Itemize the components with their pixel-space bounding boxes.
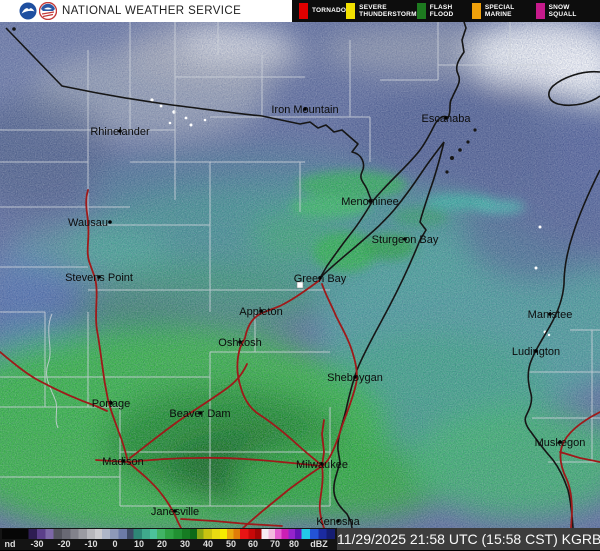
city-label-stevens-point: Stevens Point	[65, 272, 133, 284]
highway-us31	[559, 411, 600, 528]
warning-item: FLASH FLOOD	[416, 3, 472, 19]
status-bar: nd -30 -20 -10 0 10 20 30 40 50 60 70 80…	[0, 528, 600, 550]
warning-legend: TORNADO SEVERE THUNDERSTORM FLASH FLOOD …	[292, 0, 600, 22]
up-shoreline	[371, 22, 467, 203]
city-label-beaver-dam: Beaver Dam	[169, 408, 230, 420]
colorbar-tick: 60	[247, 539, 259, 549]
map-canvas: Rhinelander Iron Mountain Escanaba Wausa…	[0, 22, 600, 528]
city-label-escanaba: Escanaba	[422, 113, 472, 125]
highway-i43	[321, 283, 358, 467]
city-label-oshkosh: Oshkosh	[218, 337, 261, 349]
radar-map: Rhinelander Iron Mountain Escanaba Wausa…	[0, 22, 600, 528]
radar-site-marker	[296, 281, 304, 289]
colorbar-gradient	[2, 529, 335, 539]
agency-title: NATIONAL WEATHER SERVICE	[62, 5, 242, 17]
colorbar-tick: -30	[30, 539, 44, 549]
highway-i94-west	[95, 456, 323, 467]
river-line	[46, 313, 59, 429]
green-bay-west-shore	[319, 201, 373, 279]
city-label-janesville: Janesville	[151, 506, 199, 518]
city-label-milwaukee: Milwaukee	[296, 459, 348, 471]
highway-madison-janesville	[127, 461, 182, 528]
highway-milwaukee-sw	[242, 465, 323, 528]
colorbar-tick: nd	[4, 539, 16, 549]
wi-mi-border	[5, 27, 373, 203]
city-label-manistee: Manistee	[528, 309, 573, 321]
warning-label: TORNADO	[312, 7, 347, 15]
highway-i39	[85, 189, 129, 463]
highway-us41	[236, 279, 323, 467]
warning-swatch	[535, 3, 545, 19]
highway-southwest	[0, 351, 108, 412]
noaa-logo-icon	[19, 2, 37, 20]
nws-logo-icon	[38, 1, 58, 21]
city-label-iron-mountain: Iron Mountain	[271, 104, 338, 116]
warning-item: TORNADO	[299, 3, 346, 19]
highways	[0, 189, 600, 528]
city-label-rhinelander: Rhinelander	[90, 126, 150, 138]
colorbar-tick: 0	[112, 539, 118, 549]
door-peninsula-bay-side	[319, 141, 445, 279]
warning-swatch	[471, 3, 481, 19]
city-label-muskegon: Muskegon	[535, 437, 586, 449]
city-label-sturgeon-bay: Sturgeon Bay	[372, 234, 439, 246]
warning-swatch	[416, 3, 426, 19]
highway-janesville-east	[180, 518, 283, 527]
city-label-sheboygan: Sheboygan	[327, 372, 383, 384]
city-label-wausau: Wausau	[68, 217, 108, 229]
warning-item: SEVERE THUNDERSTORM	[346, 3, 417, 19]
warning-item: SPECIAL MARINE	[471, 3, 536, 19]
colorbar-tick: 40	[202, 539, 214, 549]
city-label-madison: Madison	[102, 456, 144, 468]
header-bar: NATIONAL WEATHER SERVICE TORNADO SEVERE …	[0, 0, 600, 22]
warning-label: FLASH FLOOD	[429, 3, 454, 18]
colorbar-tick: 20	[156, 539, 168, 549]
colorbar: nd -30 -20 -10 0 10 20 30 40 50 60 70 80…	[0, 528, 337, 550]
colorbar-tick: 80	[288, 539, 300, 549]
warning-swatch	[299, 3, 308, 19]
city-label-green-bay: Green Bay	[294, 273, 347, 285]
highway-us151	[129, 363, 248, 459]
city-label-portage: Portage	[92, 398, 131, 410]
city-label-ludington: Ludington	[512, 346, 560, 358]
noise-light-overlay	[0, 22, 600, 528]
highway-i94-south	[318, 465, 325, 528]
colorbar-unit: dBZ	[310, 539, 328, 549]
warning-label: SEVERE THUNDERSTORM	[359, 3, 417, 18]
city-labels: Rhinelander Iron Mountain Escanaba Wausa…	[65, 104, 585, 528]
colorbar-tick: -20	[57, 539, 71, 549]
city-label-appleton: Appleton	[239, 306, 282, 318]
colorbar-tick: -10	[84, 539, 98, 549]
colorbar-tick: 50	[225, 539, 237, 549]
warning-label: SNOW SQUALL	[548, 3, 577, 18]
city-label-kenosha: Kenosha	[316, 516, 360, 528]
manistique-shoreline	[548, 70, 600, 107]
colorbar-tick: 30	[179, 539, 191, 549]
colorbar-tick: 70	[269, 539, 281, 549]
warning-swatch	[346, 3, 356, 19]
islands	[12, 27, 477, 174]
warning-item: SNOW SQUALL	[535, 3, 593, 19]
michigan-lp-shoreline	[524, 169, 600, 528]
warning-label: SPECIAL MARINE	[484, 3, 515, 18]
highway-muskegon-east	[559, 451, 600, 463]
city-dots	[97, 107, 562, 523]
state-borders-shorelines	[5, 22, 600, 528]
highway-us45	[321, 419, 325, 467]
timestamp: 11/29/2025 21:58 UTC (15:58 CST) KGRB	[337, 528, 600, 550]
colorbar-tick: 10	[133, 539, 145, 549]
city-label-menominee: Menominee	[341, 196, 398, 208]
